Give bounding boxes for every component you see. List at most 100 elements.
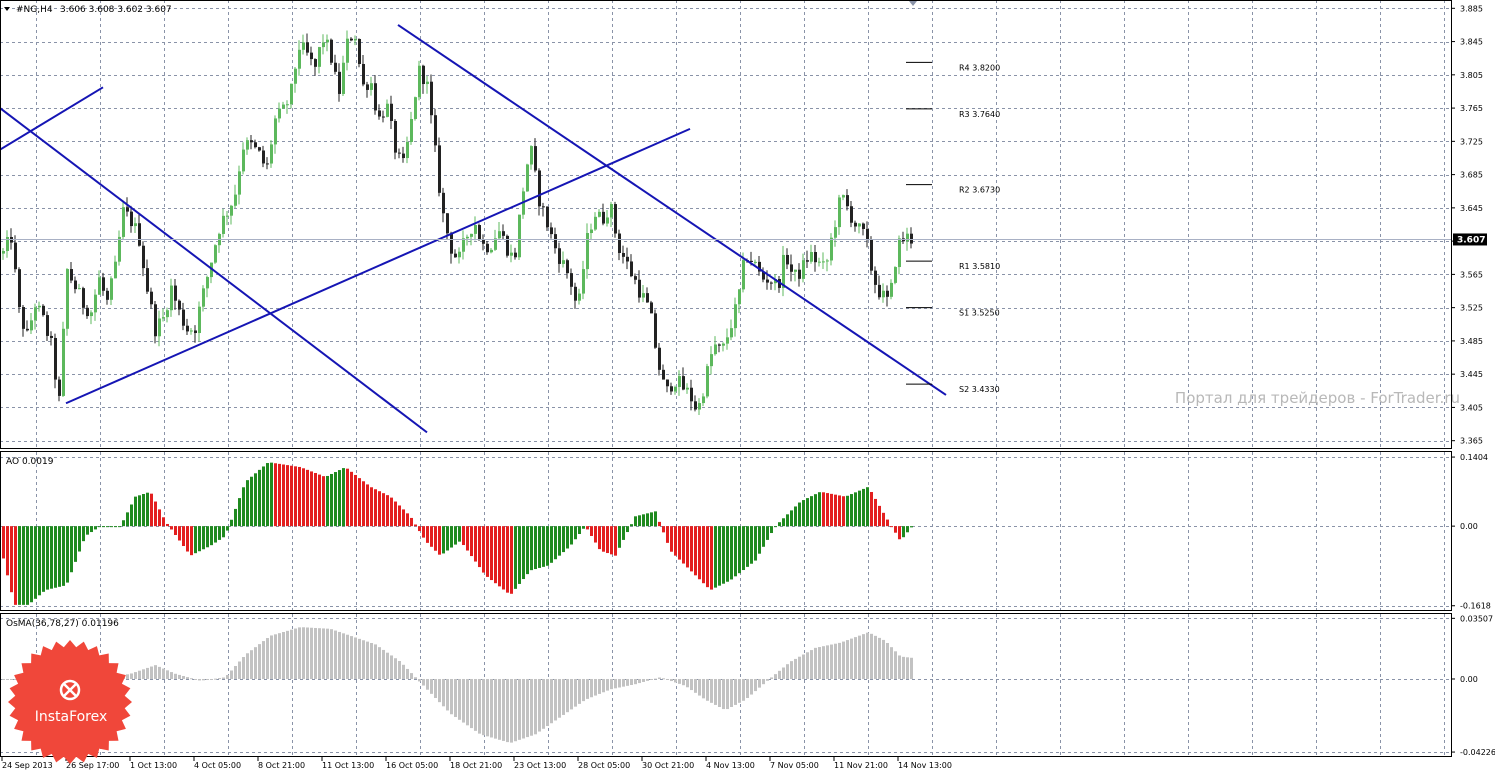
ao-bar bbox=[678, 526, 681, 560]
osma-bar bbox=[406, 668, 409, 679]
ao-bar bbox=[542, 526, 545, 567]
x-tick-label: 8 Oct 21:00 bbox=[258, 761, 305, 770]
ao-bar bbox=[166, 523, 169, 527]
ao-bar bbox=[214, 526, 217, 543]
candle-body bbox=[86, 307, 89, 317]
ao-bar bbox=[746, 526, 749, 567]
osma-bar bbox=[762, 678, 765, 685]
osma-bar bbox=[678, 678, 681, 684]
osma-bar bbox=[610, 678, 613, 690]
ao-bar bbox=[606, 526, 609, 554]
osma-histogram bbox=[2, 627, 913, 743]
osma-bar bbox=[490, 678, 493, 738]
triangle-down-icon[interactable] bbox=[4, 7, 10, 11]
ao-bar bbox=[186, 526, 189, 552]
candle-body bbox=[6, 237, 9, 252]
candle-body bbox=[722, 343, 725, 346]
candle-body bbox=[214, 245, 217, 263]
y-tick-label: 3.565 bbox=[1460, 270, 1483, 279]
candle-body bbox=[382, 116, 385, 118]
osma-bar bbox=[754, 678, 757, 692]
main-panel-frame bbox=[0, 0, 1452, 449]
osma-bar bbox=[366, 641, 369, 679]
candle-body bbox=[526, 164, 529, 192]
ao-bar bbox=[462, 526, 465, 546]
osma-bar bbox=[474, 678, 477, 731]
ao-bar bbox=[150, 493, 153, 527]
osma-bar bbox=[614, 678, 617, 689]
trendline[interactable] bbox=[0, 86, 104, 151]
trendlines[interactable] bbox=[0, 24, 947, 434]
candle-body bbox=[154, 304, 157, 337]
osma-bar bbox=[690, 678, 693, 691]
candle-body bbox=[762, 271, 765, 280]
candle-body bbox=[330, 39, 333, 63]
candle-body bbox=[302, 42, 305, 50]
ao-bar bbox=[474, 526, 477, 562]
candle-body bbox=[26, 328, 29, 331]
ao-bar bbox=[846, 495, 849, 527]
candle-body bbox=[650, 302, 653, 314]
candle-body bbox=[482, 240, 485, 244]
ao-bar bbox=[550, 526, 553, 563]
ao-bar bbox=[722, 526, 725, 584]
candle-body bbox=[750, 260, 753, 262]
candle-body bbox=[394, 120, 397, 153]
trendline[interactable] bbox=[0, 107, 428, 434]
ao-bar bbox=[882, 512, 885, 527]
osma-bar bbox=[898, 655, 901, 679]
ao-bar bbox=[342, 468, 345, 527]
price-axis: 3.8853.8453.8053.7653.7253.6853.6453.605… bbox=[1451, 4, 1483, 446]
osma-bar bbox=[882, 639, 885, 679]
ao-bar bbox=[310, 471, 313, 527]
osma-bar bbox=[382, 649, 385, 679]
trendline[interactable] bbox=[397, 24, 947, 396]
osma-bar bbox=[358, 638, 361, 679]
x-tick-label: 16 Oct 05:00 bbox=[386, 761, 438, 770]
candle-body bbox=[14, 242, 17, 270]
candle-body bbox=[470, 233, 473, 237]
candle-body bbox=[438, 145, 441, 193]
candle-body bbox=[310, 52, 313, 60]
candle-body bbox=[854, 222, 857, 227]
candle-body bbox=[230, 205, 233, 216]
candle-body bbox=[658, 347, 661, 370]
osma-bar bbox=[386, 652, 389, 679]
osma-bar bbox=[414, 677, 417, 679]
osma-bar bbox=[342, 633, 345, 679]
candle-body bbox=[430, 81, 433, 116]
ao-bar bbox=[566, 526, 569, 549]
ao-bar bbox=[778, 522, 781, 527]
osma-bar bbox=[146, 667, 149, 679]
logo-text: InstaForex bbox=[35, 709, 108, 725]
trendline[interactable] bbox=[65, 127, 691, 405]
ao-bar bbox=[458, 526, 461, 542]
ao-bar bbox=[478, 526, 481, 568]
ao-bar bbox=[834, 494, 837, 527]
osma-bar bbox=[814, 647, 817, 679]
ao-bar bbox=[714, 526, 717, 588]
ao-bar bbox=[506, 526, 509, 593]
osma-bar bbox=[702, 678, 705, 699]
chart-shift-marker-icon[interactable] bbox=[909, 1, 917, 6]
candle-body bbox=[794, 269, 797, 272]
ao-bar bbox=[106, 526, 109, 528]
candle-body bbox=[730, 328, 733, 338]
ao-bar bbox=[286, 465, 289, 527]
candle-body bbox=[66, 269, 69, 329]
candle-body bbox=[634, 276, 637, 280]
y-tick-label: -0.1618 bbox=[1460, 602, 1491, 611]
pivot-level-label: R1 3.5810 bbox=[959, 262, 1000, 271]
y-tick-label: 3.445 bbox=[1460, 370, 1483, 379]
osma-bar bbox=[850, 638, 853, 679]
osma-bar bbox=[402, 664, 405, 679]
candle-body bbox=[742, 260, 745, 290]
candle-body bbox=[90, 312, 93, 317]
osma-bar bbox=[466, 678, 469, 726]
osma-bar bbox=[722, 678, 725, 710]
osma-bar bbox=[126, 674, 129, 679]
ao-bar bbox=[326, 475, 329, 527]
candle-body bbox=[286, 104, 289, 106]
ao-bar bbox=[490, 526, 493, 581]
